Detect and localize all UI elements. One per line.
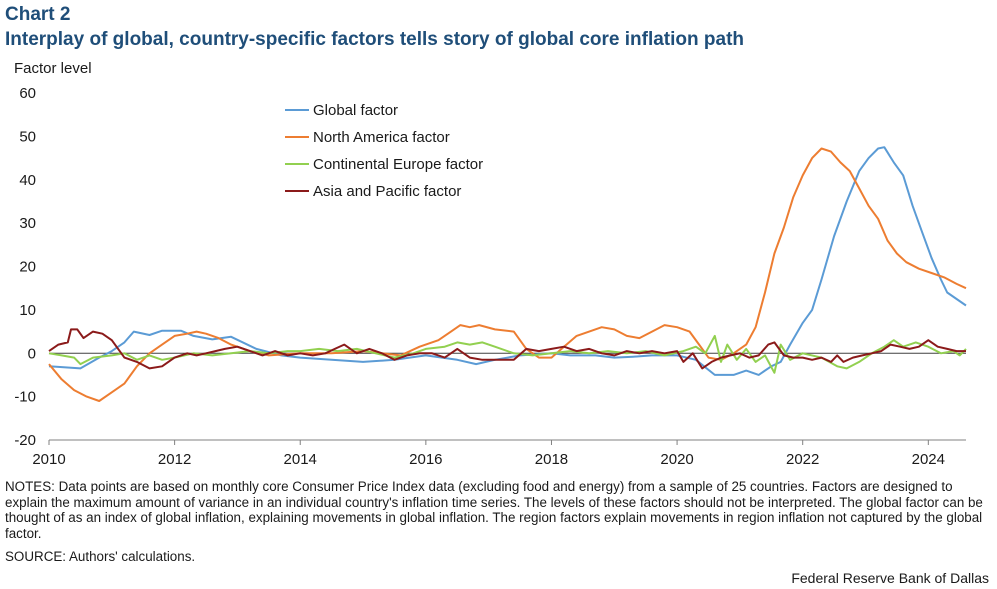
credit-line: Federal Reserve Bank of Dallas bbox=[791, 570, 989, 586]
legend-label: Global factor bbox=[313, 102, 398, 119]
x-tick-label: 2020 bbox=[660, 451, 693, 468]
y-tick-label: -10 bbox=[14, 389, 36, 406]
series-line-continental-europe-factor bbox=[48, 334, 967, 374]
x-tick-label: 2022 bbox=[786, 451, 819, 468]
chart-source: SOURCE: Authors' calculations. bbox=[5, 549, 196, 564]
chart-notes: NOTES: Data points are based on monthly … bbox=[5, 479, 983, 541]
y-axis-label: Factor level bbox=[14, 60, 92, 77]
y-tick-label: 40 bbox=[19, 172, 36, 189]
series-line-asia-and-pacific-factor bbox=[48, 328, 966, 370]
x-axis: 2010 2012 2014 2016 2018 2020 2022 2024 bbox=[32, 439, 966, 468]
legend-label: Asia and Pacific factor bbox=[313, 183, 461, 200]
y-tick-label: -20 bbox=[14, 432, 36, 449]
series-line-north-america-factor bbox=[48, 147, 967, 402]
chart-number: Chart 2 bbox=[5, 4, 71, 25]
x-tick-label: 2010 bbox=[32, 451, 65, 468]
legend: Global factor North America factor Contine… bbox=[285, 102, 483, 200]
x-tick-label: 2012 bbox=[158, 451, 191, 468]
y-tick-label: 10 bbox=[19, 302, 36, 319]
x-tick-label: 2024 bbox=[912, 451, 945, 468]
series-line-global-factor bbox=[48, 146, 967, 376]
legend-label: Continental Europe factor bbox=[313, 156, 483, 173]
series-lines bbox=[48, 146, 967, 402]
y-tick-label: 60 bbox=[19, 85, 36, 102]
line-chart: -20 -10 0 10 20 30 40 50 60 2010 2012 2014 2016 2018… bbox=[14, 85, 967, 468]
y-axis: -20 -10 0 10 20 30 40 50 60 bbox=[14, 85, 36, 449]
x-tick-label: 2016 bbox=[409, 451, 442, 468]
chart-title: Interplay of global, country-specific fa… bbox=[5, 29, 744, 50]
y-tick-label: 20 bbox=[19, 259, 36, 276]
y-tick-label: 50 bbox=[19, 128, 36, 145]
y-tick-label: 30 bbox=[19, 215, 36, 232]
x-tick-label: 2018 bbox=[535, 451, 568, 468]
y-tick-label: 0 bbox=[28, 345, 36, 362]
legend-label: North America factor bbox=[313, 129, 450, 146]
x-tick-label: 2014 bbox=[284, 451, 317, 468]
